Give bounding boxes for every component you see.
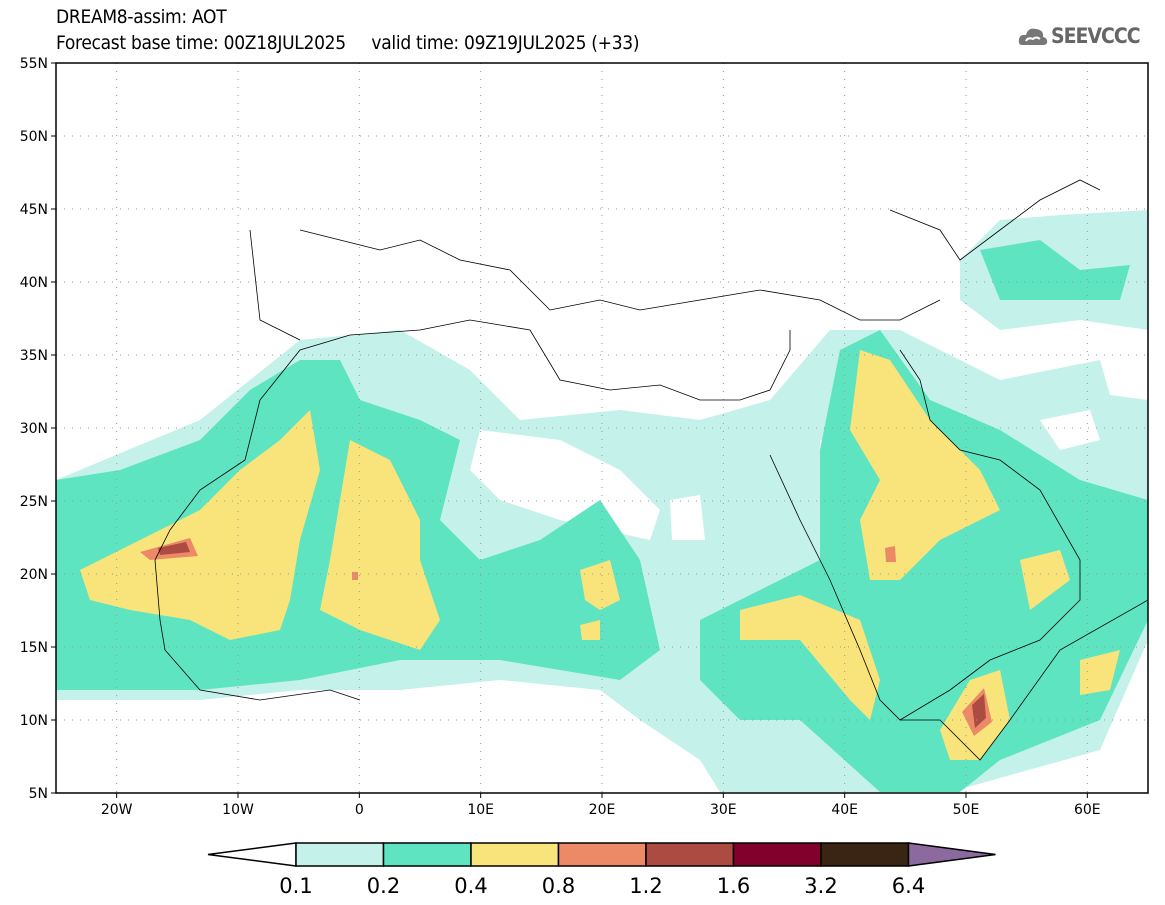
lat-label: 40N: [20, 275, 48, 291]
lat-label: 50N: [20, 129, 48, 145]
lon-label: 0: [355, 802, 364, 818]
logo-text: SEEVCCC: [1051, 24, 1141, 48]
cloud-icon: [1018, 28, 1048, 45]
lat-label: 10N: [20, 713, 48, 729]
colorbar-label: 1.2: [629, 874, 662, 898]
lat-label: 25N: [20, 494, 48, 510]
colorbar-label: 0.4: [454, 874, 487, 898]
aot-band-0.4-0.8: [740, 350, 1120, 760]
forecast-time: Forecast base time: 00Z18JUL2025 valid t…: [56, 32, 640, 54]
colorbar-label: 0.1: [279, 874, 312, 898]
colorbar: 0.1 0.2 0.4 0.8 1.2 1.6 3.2 6.4: [207, 842, 996, 898]
aot-band-0.4-0.8: [320, 440, 620, 650]
seevccc-logo: SEEVCCC: [1018, 24, 1141, 48]
colorbar-swatch: [382, 842, 472, 867]
colorbar-swatch: [645, 842, 735, 867]
lat-label: 30N: [20, 421, 48, 437]
lon-label: 60E: [1074, 802, 1101, 818]
lon-label: 10W: [222, 802, 254, 818]
coastlines: [154, 179, 1149, 761]
lon-label: 20W: [101, 802, 133, 818]
colorbar-label: 0.2: [367, 874, 400, 898]
axis-labels: 55N 50N 45N 40N 35N 30N 25N 20N 15N 10N 5N 20W 10W 0 1…: [20, 56, 1101, 818]
lat-label: 20N: [20, 567, 48, 583]
colorbar-swatch: [820, 842, 910, 867]
lat-label: 5N: [29, 786, 48, 802]
lon-label: 20E: [589, 802, 616, 818]
lon-label: 30E: [710, 802, 737, 818]
colorbar-label: 0.8: [542, 874, 575, 898]
aot-band-0.4-0.8: [80, 410, 320, 640]
lon-label: 50E: [953, 802, 980, 818]
lat-label: 45N: [20, 202, 48, 218]
colorbar-swatch: [470, 842, 560, 867]
map-title: DREAM8-assim: AOT: [56, 6, 227, 28]
aot-band-0.2-0.4: [700, 330, 1148, 792]
aot-field: [56, 210, 1148, 792]
colorbar-under-triangle: [207, 842, 297, 867]
colorbar-over-triangle: [907, 842, 996, 867]
grid-lines: [56, 63, 1148, 793]
lat-label: 35N: [20, 348, 48, 364]
colorbar-label: 3.2: [804, 874, 837, 898]
colorbar-label: 6.4: [892, 874, 925, 898]
colorbar-swatch: [732, 842, 822, 867]
colorbar-swatch: [295, 842, 385, 867]
lon-label: 10E: [467, 802, 494, 818]
colorbar-label: 1.6: [717, 874, 750, 898]
aot-band-0.2-0.4: [980, 240, 1130, 300]
aot-low-area: [470, 350, 1148, 540]
colorbar-swatch: [557, 842, 647, 867]
lat-label: 15N: [20, 640, 48, 656]
lat-label: 55N: [20, 56, 48, 72]
lon-label: 40E: [831, 802, 858, 818]
